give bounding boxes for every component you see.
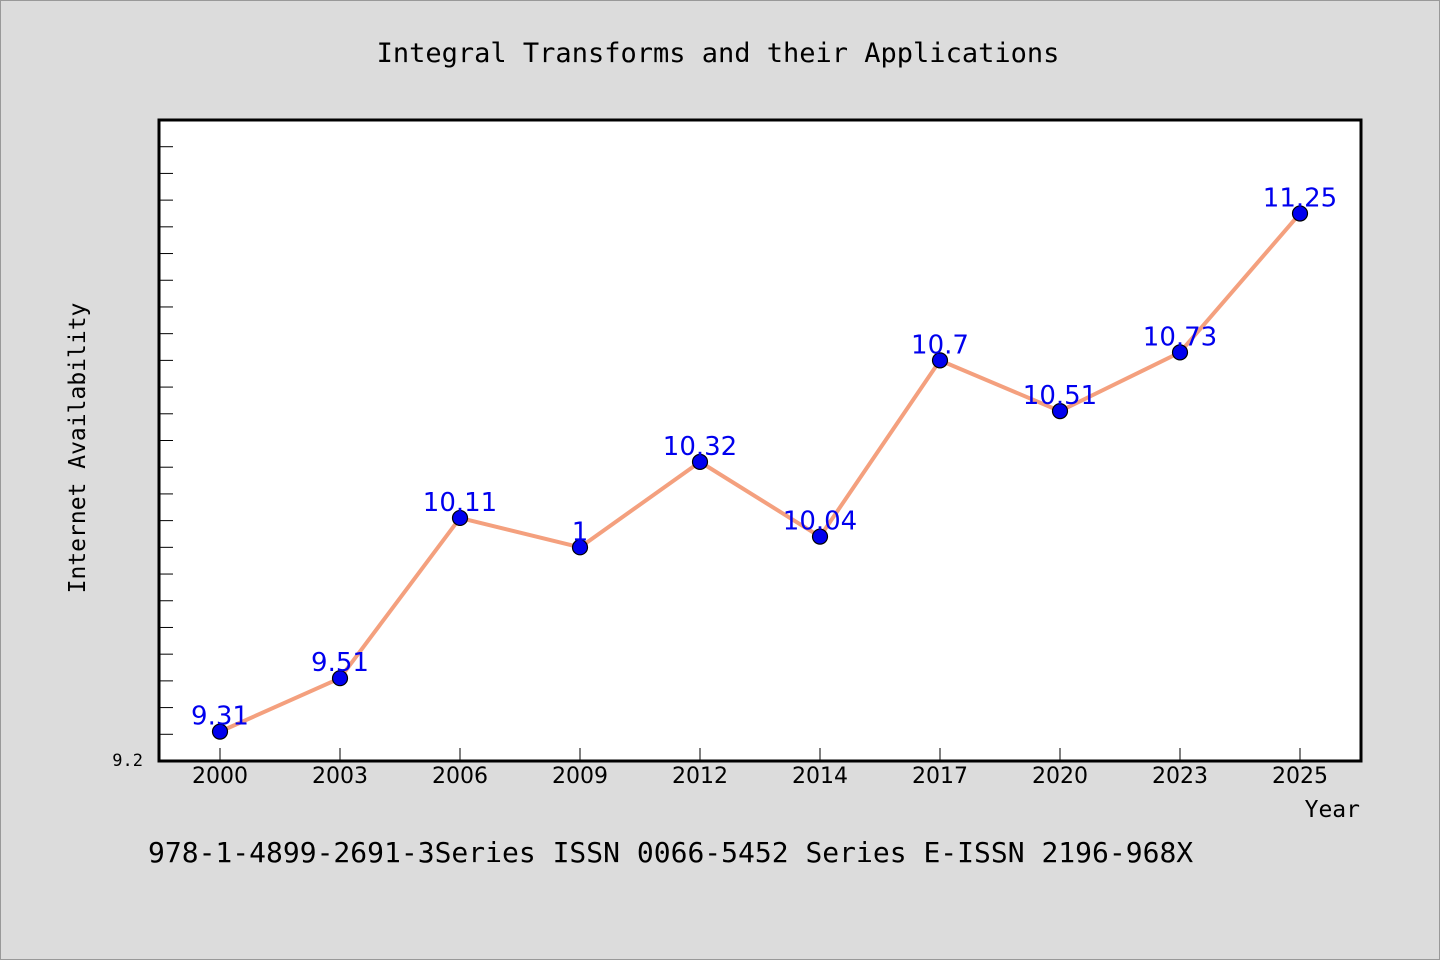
x-tick-label: 2023 (1152, 764, 1208, 789)
data-point (211, 723, 229, 740)
chart-title: Integral Transforms and their Applicatio… (377, 38, 1060, 69)
x-tick-label: 2003 (312, 764, 368, 789)
y-axis-title: Internet Availability (65, 303, 91, 594)
data-label: 10.11 (423, 488, 497, 518)
data-point (571, 539, 589, 556)
data-point (691, 453, 709, 470)
plot-frame (157, 118, 1363, 763)
data-label: 10.51 (1023, 381, 1097, 411)
x-tick-label: 2014 (792, 764, 848, 789)
x-axis-tick-labels: 2000 2003 2006 2009 2012 2014 2017 2020 2023 2025 (192, 764, 1328, 789)
x-tick-label: 2000 (192, 764, 248, 789)
data-label: 10.73 (1143, 322, 1217, 352)
x-tick-label: 2017 (912, 764, 968, 789)
series-line (218, 211, 1302, 734)
x-axis-ticks (219, 748, 1301, 761)
data-label: 10.04 (783, 507, 857, 537)
x-tick-label: 2020 (1032, 764, 1088, 789)
data-label: 10.32 (663, 432, 737, 462)
data-point (1171, 344, 1189, 361)
x-tick-label: 2025 (1272, 764, 1328, 789)
data-point (451, 509, 469, 527)
data-label: 9.31 (191, 702, 249, 732)
data-label: 10.7 (911, 330, 969, 360)
x-tick-label: 2012 (672, 764, 728, 789)
data-point (811, 528, 829, 545)
y-tick-label-min: 9.2 (112, 751, 143, 771)
data-point (331, 670, 349, 687)
data-label: 11.25 (1263, 183, 1337, 213)
data-label: 9.51 (311, 648, 369, 678)
x-tick-label: 2009 (552, 764, 608, 789)
footer-isbn-issn: 978-1-4899-2691-3Series ISSN 0066-5452 S… (148, 836, 1193, 869)
data-point (931, 352, 949, 369)
data-label: 1 (572, 517, 589, 547)
data-point (1051, 403, 1069, 420)
x-axis-title: Year (1305, 797, 1360, 823)
data-point (1291, 205, 1309, 222)
series-group: 9.31 9.51 10.11 1 10.32 10.04 10.7 10.51 10.73 11… (191, 183, 1337, 740)
x-tick-label: 2006 (432, 764, 488, 789)
